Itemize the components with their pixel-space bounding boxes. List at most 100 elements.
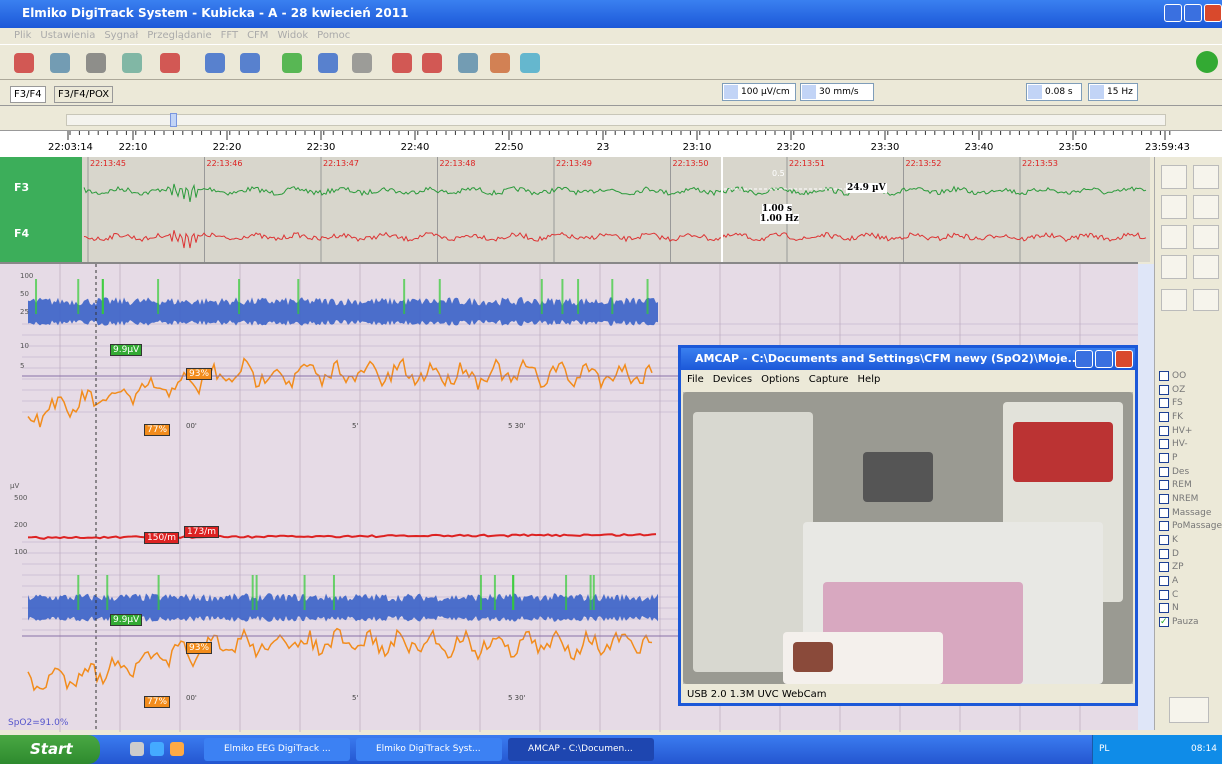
- marker-checkbox[interactable]: [1159, 398, 1169, 409]
- taskbar: Start Elmiko EEG DigiTrack ... Elmiko Digi…: [0, 735, 1222, 764]
- nav-button[interactable]: [1193, 255, 1219, 279]
- marker-checkbox[interactable]: ✓: [1159, 617, 1169, 628]
- task-button[interactable]: Elmiko EEG DigiTrack ...: [204, 738, 350, 761]
- marker-checkbox[interactable]: [1159, 466, 1169, 477]
- nav-button[interactable]: [1161, 165, 1187, 189]
- marker-checkbox[interactable]: [1159, 480, 1169, 491]
- dropdown[interactable]: 30 mm/s: [800, 83, 874, 101]
- nav-button[interactable]: [1161, 289, 1187, 311]
- tool-button[interactable]: [86, 53, 106, 73]
- tool-button[interactable]: [490, 53, 510, 73]
- tool-button[interactable]: [352, 53, 372, 73]
- menu-item[interactable]: Przeglądanie: [147, 30, 212, 41]
- marker-checkbox[interactable]: [1159, 453, 1169, 464]
- ruler-label: 22:20: [212, 142, 242, 153]
- nav-button[interactable]: [1193, 289, 1219, 311]
- tool-button[interactable]: [50, 53, 70, 73]
- marker-label: Des: [1172, 466, 1190, 477]
- menu-item[interactable]: Ustawienia: [40, 30, 96, 41]
- marker-checkbox[interactable]: [1159, 562, 1169, 573]
- scale-unit: µV: [10, 482, 20, 490]
- marker-label: D: [1172, 548, 1179, 559]
- amcap-window-btn[interactable]: [1075, 350, 1093, 368]
- axis-label: 5': [352, 422, 359, 430]
- amcap-menu-item[interactable]: File: [687, 374, 704, 385]
- marker-checkbox[interactable]: [1159, 548, 1169, 559]
- tool-button[interactable]: [422, 53, 442, 73]
- tool-button[interactable]: [392, 53, 412, 73]
- tool-button[interactable]: [318, 53, 338, 73]
- marker-checkbox[interactable]: [1159, 439, 1169, 450]
- task-button[interactable]: Elmiko DigiTrack Syst...: [356, 738, 502, 761]
- menu-item[interactable]: Pomoc: [317, 30, 351, 41]
- menu-item[interactable]: Widok: [277, 30, 309, 41]
- menu-item[interactable]: FFT: [220, 30, 239, 41]
- max-btn[interactable]: [1184, 4, 1202, 22]
- tool-button[interactable]: [240, 53, 260, 73]
- marker-checkbox[interactable]: [1159, 371, 1169, 381]
- quick-launch[interactable]: [130, 742, 144, 756]
- marker-checkbox[interactable]: [1159, 425, 1169, 436]
- pen-button[interactable]: [1169, 697, 1209, 723]
- marker-checkbox[interactable]: [1159, 589, 1169, 600]
- menu-item[interactable]: Plik: [14, 30, 32, 41]
- dropdown[interactable]: 100 µV/cm: [722, 83, 796, 101]
- marker-checkbox[interactable]: [1159, 494, 1169, 505]
- amcap-window-btn[interactable]: [1115, 350, 1133, 368]
- menu-item[interactable]: Sygnał: [104, 30, 139, 41]
- amcap-window-btn[interactable]: [1095, 350, 1113, 368]
- close-btn[interactable]: [1204, 4, 1222, 22]
- nav-button[interactable]: [1161, 225, 1187, 249]
- marker-checkbox[interactable]: [1159, 576, 1169, 587]
- amcap-menu-item[interactable]: Options: [761, 374, 800, 385]
- marker-label: Pauza: [1172, 617, 1199, 628]
- dropdown-value: 0.08 s: [1045, 87, 1073, 97]
- start-button[interactable]: Start: [0, 735, 100, 764]
- amcap-menu-item[interactable]: Devices: [712, 374, 753, 385]
- amcap-title: AMCAP - C:\Documents and Settings\CFM ne…: [695, 352, 1081, 365]
- menu-item[interactable]: CFM: [247, 30, 269, 41]
- time-label: 22:13:49: [556, 159, 592, 168]
- tab[interactable]: F3/F4: [10, 86, 46, 103]
- marker-checkbox[interactable]: [1159, 535, 1169, 546]
- quick-launch[interactable]: [150, 742, 164, 756]
- cursor-scale: 0.5: [772, 169, 785, 178]
- marker-checkbox[interactable]: [1159, 603, 1169, 614]
- dropdown[interactable]: 15 Hz: [1088, 83, 1138, 101]
- marker-checkbox[interactable]: [1159, 384, 1169, 395]
- tool-button[interactable]: [160, 53, 180, 73]
- amplitude-band: [28, 593, 658, 622]
- nav-button[interactable]: [1193, 225, 1219, 249]
- plot: [67, 131, 1171, 140]
- tool-button[interactable]: [14, 53, 34, 73]
- tool-button[interactable]: [282, 53, 302, 73]
- nav-button[interactable]: [1193, 195, 1219, 219]
- dropdown[interactable]: 0.08 s: [1026, 83, 1082, 101]
- axis-label: 00': [186, 422, 197, 430]
- tab[interactable]: F3/F4/POX: [54, 86, 114, 103]
- nav-button[interactable]: [1193, 165, 1219, 189]
- nav-button[interactable]: [1161, 255, 1187, 279]
- nav-button[interactable]: [1161, 195, 1187, 219]
- amcap-menu: File Devices Options Capture Help: [687, 374, 889, 385]
- marker-checkbox[interactable]: [1159, 507, 1169, 518]
- tool-button[interactable]: [458, 53, 478, 73]
- quick-launch[interactable]: [170, 742, 184, 756]
- tool-button[interactable]: [205, 53, 225, 73]
- refresh-icon[interactable]: [1196, 51, 1218, 73]
- task-button[interactable]: AMCAP - C:\Documen...: [508, 738, 654, 761]
- tool-button[interactable]: [122, 53, 142, 73]
- scroll-track: [66, 114, 1166, 126]
- dropdown-value: 100 µV/cm: [741, 87, 790, 97]
- amcap-menu-item[interactable]: Help: [857, 374, 881, 385]
- scroll-thumb[interactable]: [170, 113, 177, 127]
- tool-button[interactable]: [520, 53, 540, 73]
- min-btn[interactable]: [1164, 4, 1182, 22]
- marker-label: PoMassage: [1172, 521, 1222, 532]
- webcam-image: [683, 392, 1133, 684]
- ruler-label: 23:50: [1058, 142, 1088, 153]
- marker-checkbox[interactable]: [1159, 521, 1169, 532]
- amcap-menu-item[interactable]: Capture: [808, 374, 849, 385]
- marker-checkbox[interactable]: [1159, 412, 1169, 422]
- ruler-label: 23: [596, 142, 610, 153]
